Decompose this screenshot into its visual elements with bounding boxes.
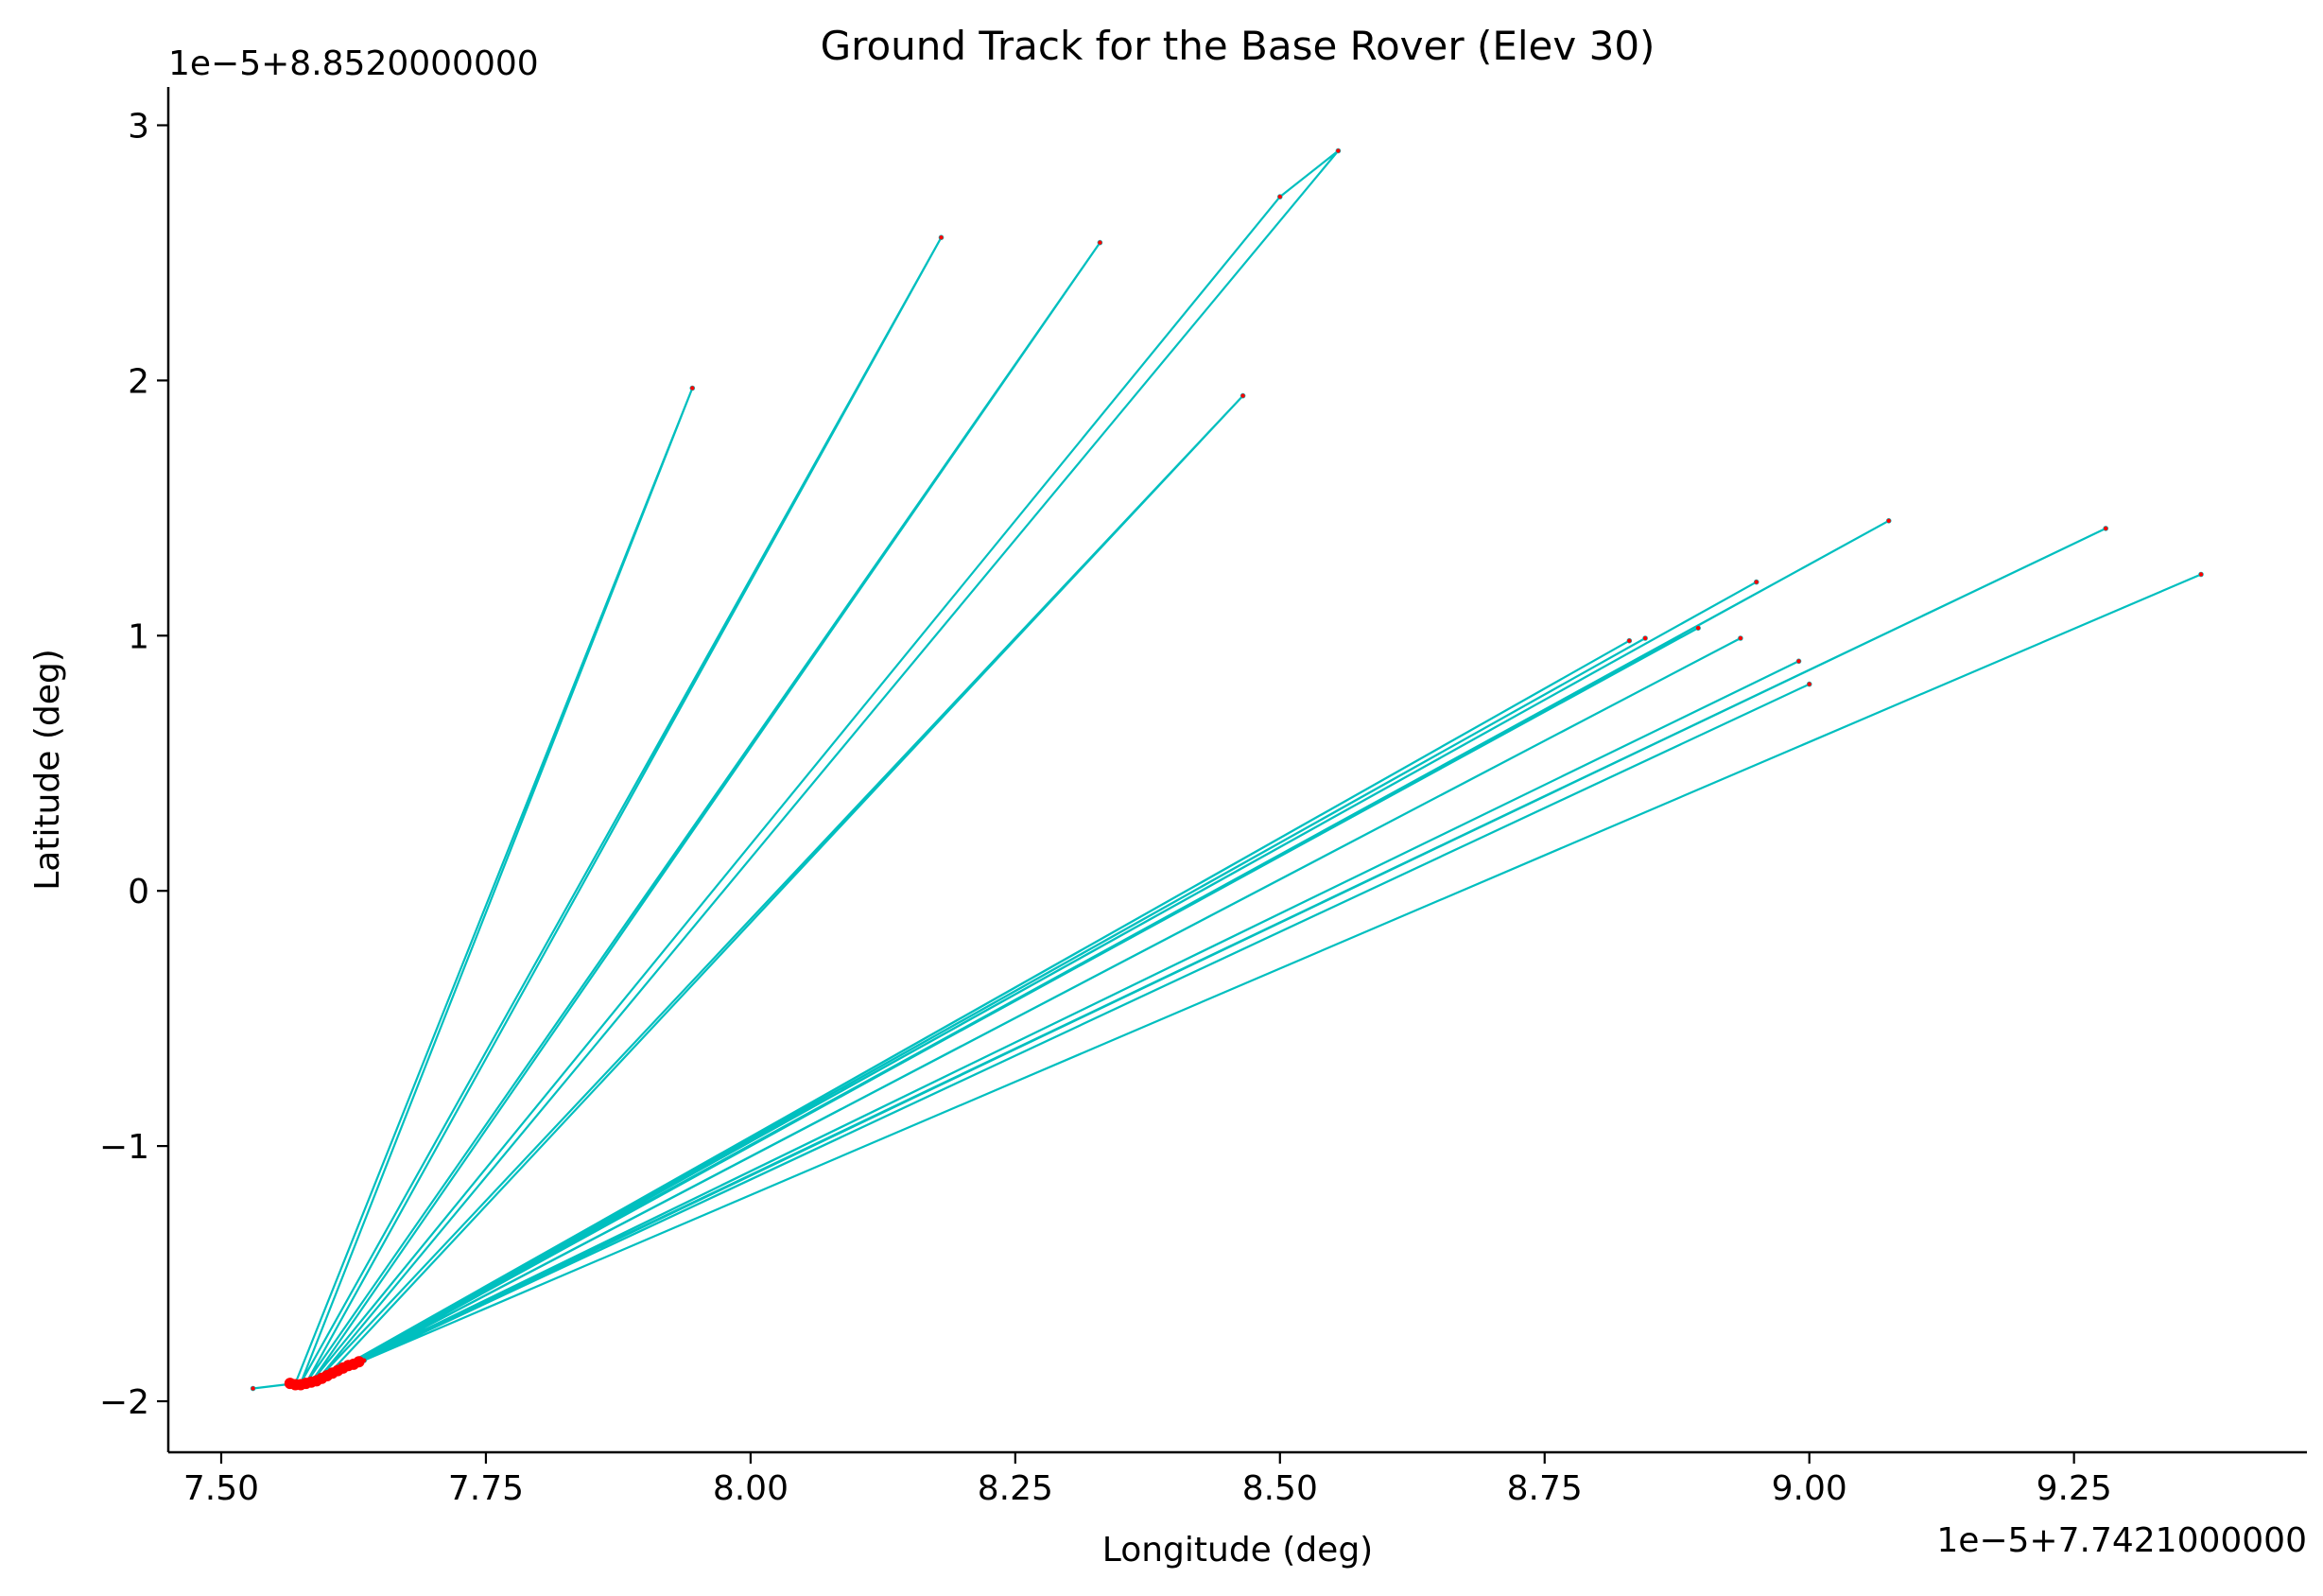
series-layer [252, 149, 2202, 1390]
track-point [1626, 637, 1633, 644]
track-point [2103, 526, 2108, 531]
y-axis-label: Latitude (deg) [28, 649, 67, 891]
cluster-point [353, 1356, 365, 1368]
track-point [938, 234, 945, 240]
y-tick-label: 2 [128, 362, 149, 401]
plot-area [250, 147, 2204, 1392]
marker-layer [250, 147, 2204, 1392]
x-tick-label: 9.25 [2037, 1469, 2112, 1508]
x-tick-label: 8.00 [713, 1469, 789, 1508]
y-tick-label: −2 [99, 1383, 149, 1422]
x-tick-label: 7.75 [448, 1469, 524, 1508]
y-tick-label: 0 [128, 873, 149, 911]
y-tick-label: −1 [99, 1128, 149, 1167]
track-point [250, 1385, 256, 1392]
track-point [1240, 392, 1246, 399]
x-tick-label: 8.50 [1242, 1469, 1318, 1508]
x-axis-label: Longitude (deg) [1102, 1531, 1373, 1570]
track-point [2198, 571, 2204, 578]
track-point [1335, 147, 1342, 154]
x-tick-label: 8.25 [978, 1469, 1053, 1508]
track-point [1277, 194, 1283, 200]
y-ticks: −2 −1 0 1 2 3 [99, 107, 168, 1422]
x-ticks: 7.50 7.75 8.00 8.25 8.50 8.75 9.00 9.25 [183, 1452, 2112, 1508]
track-point [1885, 517, 1892, 524]
track-point [1795, 658, 1802, 665]
x-offset-label: 1e−5+7.7421000000 [1936, 1521, 2307, 1560]
x-tick-label: 7.50 [183, 1469, 259, 1508]
track-point [1806, 681, 1812, 687]
track-point [1695, 625, 1701, 632]
y-offset-label: 1e−5+8.8520000000 [168, 44, 539, 83]
track-point [1738, 635, 1743, 641]
x-tick-label: 8.75 [1507, 1469, 1583, 1508]
chart-title: Ground Track for the Base Rover (Elev 30… [821, 23, 1656, 69]
track-point [1753, 579, 1760, 585]
y-tick-label: 3 [128, 107, 149, 146]
ground-track-line [252, 149, 2202, 1390]
y-tick-label: 1 [128, 617, 149, 656]
x-tick-label: 9.00 [1772, 1469, 1847, 1508]
track-point [1642, 635, 1648, 641]
track-point [689, 385, 696, 391]
track-point [1097, 239, 1103, 246]
